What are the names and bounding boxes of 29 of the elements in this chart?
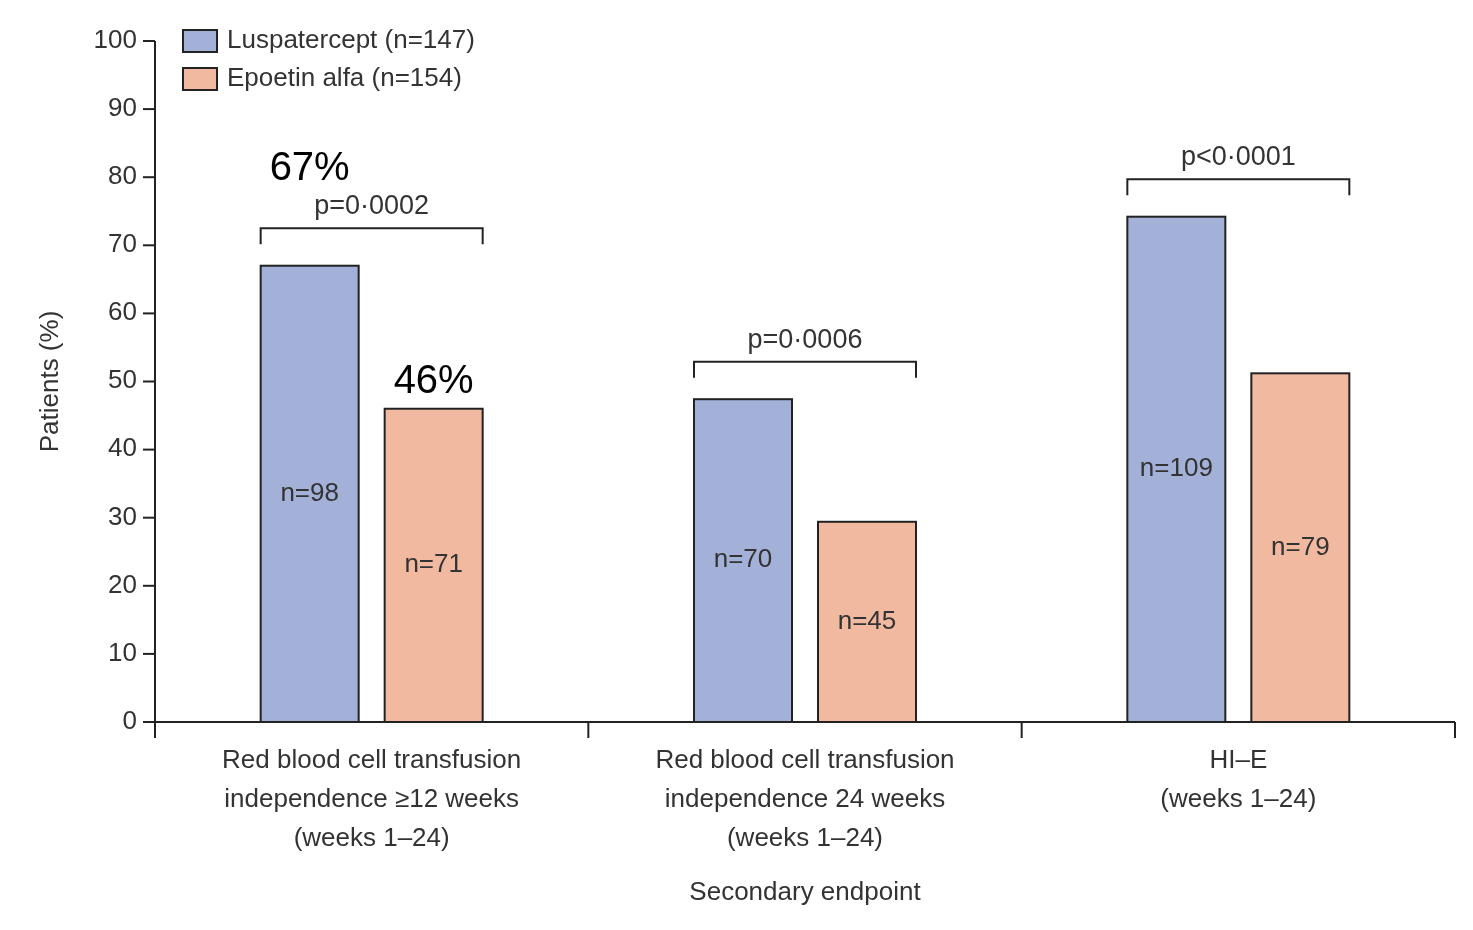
annotation: n=45: [837, 604, 897, 635]
annotation: p<0·0001: [1180, 141, 1296, 172]
y-tick-label: 40: [108, 432, 137, 463]
annotation: n=71: [404, 548, 463, 579]
annotation: n=79: [1271, 530, 1330, 561]
y-tick-label: 0: [122, 704, 137, 735]
x-tick-label: HI–E (weeks 1–24): [1160, 744, 1317, 813]
annotation: p=0·0006: [747, 323, 863, 354]
data-label: 46%: [393, 356, 474, 401]
y-tick-label: 100: [93, 23, 137, 54]
y-tick-label: 50: [108, 364, 137, 395]
y-tick-label: 80: [108, 160, 137, 191]
x-axis-title: Secondary endpoint: [689, 876, 922, 906]
y-tick-label: 10: [108, 636, 137, 667]
annotation: n=109: [1139, 452, 1213, 483]
annotation: p=0·0002: [314, 190, 430, 221]
x-tick-label: Red blood cell transfusion independence ≥12 weeks (weeks 1–24): [222, 744, 522, 852]
y-axis-title: Patients (%): [34, 310, 64, 453]
y-tick-label: 60: [108, 296, 137, 327]
annotation: n=70: [713, 543, 773, 574]
legend-label: Epoetin alfa (n=154): [227, 61, 462, 92]
data-label: 67%: [269, 144, 350, 189]
annotation: n=98: [280, 476, 339, 507]
y-tick-label: 20: [108, 568, 137, 599]
y-tick-label: 90: [108, 91, 137, 122]
y-tick-label: 30: [108, 500, 137, 531]
x-tick-label: Red blood cell transfusion independence 24 weeks (weeks 1–24): [655, 744, 955, 852]
y-tick-label: 70: [108, 228, 137, 259]
legend-label: Luspatercept (n=147): [227, 23, 475, 54]
